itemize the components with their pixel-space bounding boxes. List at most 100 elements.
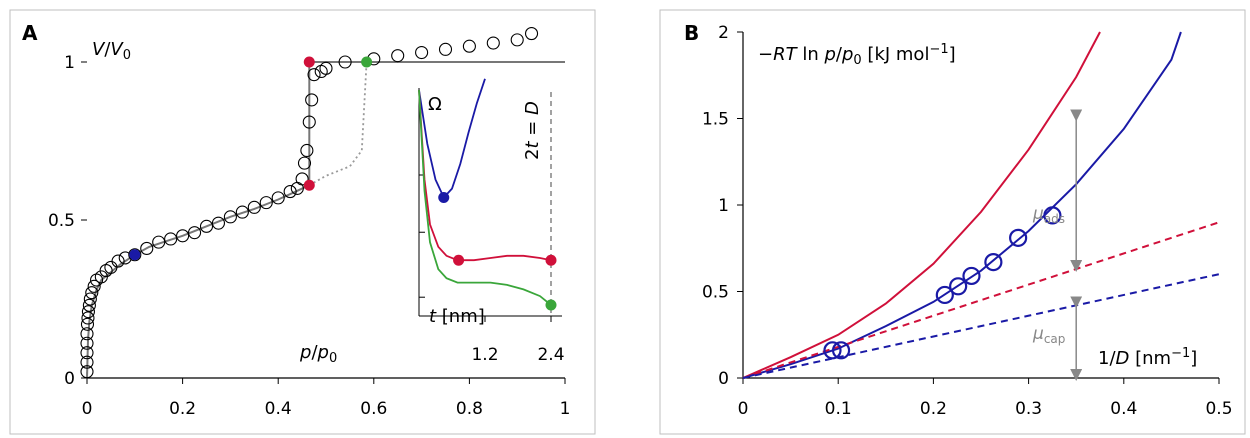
panel-a-data-point: [438, 42, 453, 56]
panel-a-data-point: [199, 219, 214, 233]
inset-curve-red: [418, 89, 552, 262]
panel-a-x-tick-label: 0.8: [456, 399, 483, 419]
inset-xlabel: t [nm]: [429, 306, 485, 327]
panel-a-data-point: [510, 33, 524, 47]
panel-a-data-point: [85, 286, 99, 300]
panel-a-data-point: [297, 156, 312, 170]
panel-b-y-tick-label: 1: [718, 196, 729, 216]
panel-b-x-tick-label: 0: [738, 399, 749, 419]
panel-b-xlabel: 1/D [nm−1]: [1098, 346, 1197, 369]
inset-curve-blue: [418, 78, 486, 200]
panel-a-data-point: [164, 232, 178, 246]
panel-a-data-point: [302, 115, 316, 129]
panel-a-marker-green: [361, 56, 373, 68]
panel-b-data-point: [831, 341, 851, 360]
panel-b-x-tick-label: 0.2: [920, 399, 947, 419]
panel-b-x-tick-label: 0.1: [825, 399, 852, 419]
inset-curve-green: [418, 89, 552, 306]
panel-a-marker-blue: [129, 249, 141, 261]
panel-a-frame: [9, 9, 596, 435]
panel-a-data-point: [295, 172, 309, 186]
panel-a-data-point: [235, 205, 249, 219]
panel-b-data-point: [962, 266, 981, 286]
panel-b-solid-red: [742, 31, 1101, 379]
panel-a-data-point: [81, 305, 95, 319]
mu-cap-label: μcap: [1032, 324, 1065, 346]
panel-a-data-point: [211, 216, 225, 230]
panel-a-data-point: [486, 36, 500, 50]
panel-b-data-point: [935, 285, 954, 305]
panel-a-data-point: [111, 254, 125, 268]
panel-a-data-point: [80, 365, 94, 379]
mu-ads-label: μads: [1032, 204, 1065, 226]
panel-a-data-point: [188, 226, 202, 240]
inset-marker-red: [453, 254, 465, 266]
panel-a-data-point: [300, 143, 314, 158]
panel-a-data-point: [223, 210, 237, 224]
panel-b-data-point: [823, 341, 842, 360]
panel-a-data-point: [176, 229, 190, 243]
panel-a-data-point: [462, 39, 476, 53]
panel-b-x-tick-label: 0.3: [1015, 399, 1042, 419]
panel-a-marker-red: [303, 56, 315, 68]
panel-a-data-point: [247, 200, 261, 214]
inset-marker-blue: [438, 192, 450, 204]
panel-b-x-tick-label: 0.4: [1110, 399, 1137, 419]
panel-a-data-point: [305, 93, 319, 107]
panel-b-y-tick-label: 1.5: [702, 110, 729, 130]
panel-a-isotherm-line: [86, 184, 310, 379]
panel-a-x-tick-label: 0.2: [169, 399, 196, 419]
panel-b-data-point: [1043, 206, 1062, 225]
panel-a-data-point: [80, 346, 94, 360]
panel-a-y-tick-label: 0: [64, 369, 75, 389]
panel-a-data-point: [338, 55, 352, 69]
panel-a-y-tick-label: 1: [64, 53, 75, 73]
panel-b: 0 0.1 0.2 0.3 0.4 0.5 0 0.5 1 1.5 2: [702, 23, 1233, 419]
inset-marker-red: [545, 254, 557, 266]
panel-b-solid-blue: [742, 31, 1182, 379]
panel-b-y-tick-label: 0: [718, 369, 729, 389]
inset-marker-green: [545, 299, 557, 311]
panel-a-data-point: [524, 27, 539, 41]
panel-a-marker-red: [303, 179, 315, 191]
panel-a-label: A: [22, 21, 38, 45]
inset-ylabel: Ω: [428, 94, 442, 115]
panel-a: 0 0.2 0.4 0.6 0.8 1 0 0.5 1 1.2 2.4: [48, 27, 571, 419]
panel-b-data-point: [1009, 228, 1028, 247]
panel-a-y-tick-label: 0.5: [48, 211, 75, 231]
inset-vertical-label: 2t = D: [522, 101, 543, 160]
panel-a-data-point: [81, 311, 95, 325]
panel-a-data-point: [128, 248, 142, 262]
panel-a-xlabel: p/p0: [299, 342, 337, 366]
panel-a-data-point: [259, 196, 273, 210]
panel-a-x-tick-label: 0.6: [360, 399, 387, 419]
panel-a-data-point: [80, 327, 94, 341]
panel-b-data-point: [949, 277, 968, 296]
panel-a-data-point: [80, 355, 94, 369]
inset-x-tick-label: 2.4: [537, 345, 564, 365]
panel-a-data-point: [140, 241, 154, 255]
panel-a-data-point: [83, 292, 97, 306]
inset-x-tick-label: 1.2: [471, 345, 498, 365]
panel-a-data-point: [415, 45, 429, 60]
panel-a-x-tick-label: 1: [560, 399, 571, 419]
panel-a-data-point: [82, 298, 96, 312]
panel-a-data-point: [152, 235, 166, 249]
panel-a-data-point: [87, 279, 101, 293]
panel-a-metastable-dotted: [308, 61, 368, 186]
panel-a-data-point: [80, 317, 95, 331]
panel-a-x-tick-label: 0: [82, 399, 93, 419]
panel-b-label: B: [684, 21, 699, 45]
panel-b-ylabel: −RT ln p/p0 [kJ mol−1]: [758, 42, 956, 68]
panel-a-data-point: [283, 185, 297, 199]
panel-a-data-point: [391, 49, 405, 63]
panel-b-dashed-blue: [742, 273, 1220, 379]
panel-b-x-tick-label: 0.5: [1205, 399, 1232, 419]
panel-a-data-point: [319, 61, 333, 75]
panel-b-data-point: [984, 252, 1003, 272]
panel-b-y-tick-label: 2: [718, 23, 729, 43]
panel-a-data-point: [271, 191, 285, 205]
panel-a-data-point: [307, 68, 321, 82]
panel-b-frame: [659, 9, 1246, 435]
